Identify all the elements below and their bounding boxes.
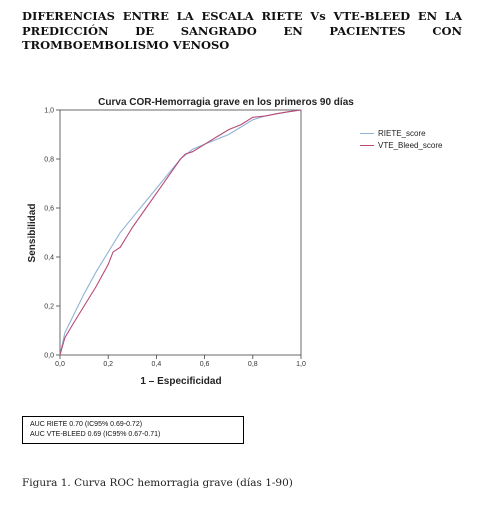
plot-frame [59,109,302,356]
x-axis-label: 1 – Especificidad [140,376,221,387]
auc-summary-box: AUC RIETE 0.70 (IC95% 0.69-0.72) AUC VTE… [22,416,244,444]
chart-legend: RIETE_score VTE_Bleed_score [360,127,442,151]
legend-swatch-vte-bleed [360,144,374,146]
x-tick-label: 0,8 [248,361,258,368]
auc-riete-line: AUC RIETE 0.70 (IC95% 0.69-0.72) [30,421,143,428]
legend-item-riete: RIETE_score [360,127,442,139]
legend-swatch-riete [360,132,374,134]
auc-vte-bleed-line: AUC VTE-BLEED 0.69 (IC95% 0.67-0.71) [30,431,161,438]
chart-title: Curva COR-Hemorragia grave en los primer… [98,97,354,108]
x-tick-label: 0,0 [55,361,65,368]
y-tick-label: 0,4 [44,255,54,262]
legend-label-riete: RIETE_score [378,128,426,138]
y-axis-label: Sensibilidad [27,204,38,263]
x-tick-label: 0,2 [103,361,113,368]
y-tick-label: 1,0 [44,108,54,115]
series-line-riete [59,109,302,356]
x-tick-label: 0,6 [200,361,210,368]
y-tick-label: 0,0 [44,353,54,360]
x-tick-label: 0,4 [152,361,162,368]
legend-item-vte-bleed: VTE_Bleed_score [360,139,442,151]
figure-caption: Figura 1. Curva ROC hemorragia grave (dí… [22,477,293,489]
y-tick-label: 0,6 [44,206,54,213]
y-tick-label: 0,8 [44,157,54,164]
legend-label-vte-bleed: VTE_Bleed_score [378,140,443,150]
series-line-vte-bleed [59,109,302,356]
y-tick-label: 0,2 [44,304,54,311]
x-tick-label: 1,0 [296,361,306,368]
page-heading: DIFERENCIAS ENTRE LA ESCALA RIETE Vs VTE… [22,9,462,52]
